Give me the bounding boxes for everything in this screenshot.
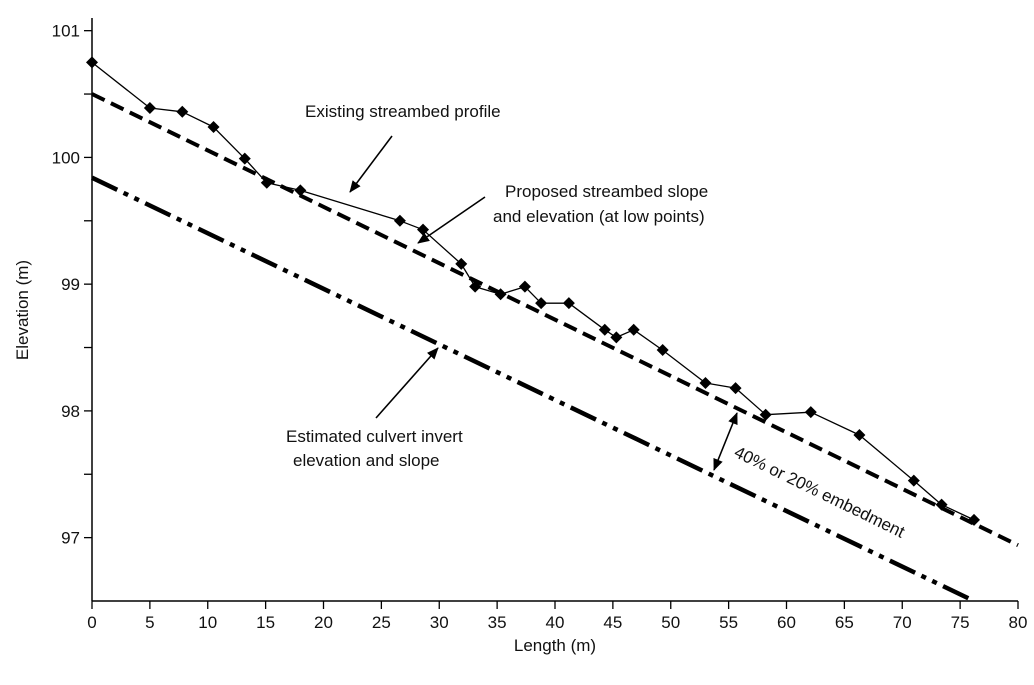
data-point-13	[535, 297, 548, 310]
y-tick-label-3: 100	[52, 148, 80, 167]
x-tick-label-11: 55	[719, 613, 738, 632]
data-point-11	[494, 288, 507, 301]
data-point-22	[804, 406, 817, 419]
culvert-invert-line	[91, 175, 975, 604]
x-tick-label-14: 70	[893, 613, 912, 632]
data-point-2	[176, 105, 189, 118]
data-point-20	[729, 382, 742, 395]
data-markers	[86, 56, 981, 526]
data-point-7	[393, 214, 406, 227]
annotation-proposed-slope-arrow	[417, 196, 486, 244]
x-tick-label-4: 20	[314, 613, 333, 632]
x-axis-title: Length (m)	[514, 636, 596, 655]
data-point-6	[294, 184, 307, 197]
data-point-19	[699, 377, 712, 390]
annotation-existing-profile-arrow	[349, 135, 393, 193]
data-point-21	[759, 408, 772, 421]
annotation-culvert-invert-line1: Estimated culvert invert	[286, 427, 463, 446]
annotation-culvert-invert-arrow	[375, 347, 439, 419]
data-point-16	[610, 331, 623, 344]
annotation-embedment-text-line: 40% or 20% embedment	[731, 443, 908, 542]
annotation-existing-profile-text: Existing streambed profile	[305, 102, 501, 121]
y-tick-label-2: 99	[61, 275, 80, 294]
x-tick-label-9: 45	[603, 613, 622, 632]
x-tick-label-1: 5	[145, 613, 154, 632]
y-tick-label-0: 97	[61, 529, 80, 548]
y-axis-title: Elevation (m)	[13, 260, 32, 360]
annotation-proposed-slope: Proposed streambed slope and elevation (…	[417, 182, 708, 244]
x-tick-label-13: 65	[835, 613, 854, 632]
data-point-12	[518, 280, 531, 293]
x-tick-label-15: 75	[951, 613, 970, 632]
x-tick-label-0: 0	[87, 613, 96, 632]
y-tick-label-4: 101	[52, 22, 80, 41]
x-tick-label-6: 30	[430, 613, 449, 632]
x-tick-label-8: 40	[546, 613, 565, 632]
data-point-25	[935, 498, 948, 511]
annotation-embedment-arrow	[713, 412, 738, 471]
x-ticks: 0 5 10 15 20 25 30 35 40 45 50 55 60 65 70 75 80	[87, 601, 1027, 632]
data-point-1	[143, 101, 156, 114]
data-point-5	[260, 176, 273, 189]
x-tick-label-10: 50	[661, 613, 680, 632]
data-point-9	[455, 257, 468, 270]
data-point-15	[598, 323, 611, 336]
data-point-10	[469, 280, 482, 293]
data-point-24	[907, 474, 920, 487]
annotation-culvert-invert: Estimated culvert invert elevation and s…	[286, 347, 463, 470]
annotation-proposed-slope-line1: Proposed streambed slope	[505, 182, 708, 201]
x-tick-label-2: 10	[198, 613, 217, 632]
annotation-embedment: 40% or 20% embedment	[713, 412, 908, 542]
proposed-slope-line	[91, 92, 1019, 547]
annotation-culvert-invert-line2: elevation and slope	[293, 451, 440, 470]
data-point-4	[238, 152, 251, 165]
existing-profile-line	[91, 61, 975, 521]
data-point-17	[627, 323, 640, 336]
data-point-3	[207, 120, 220, 133]
y-tick-label-1: 98	[61, 402, 80, 421]
x-tick-label-3: 15	[256, 613, 275, 632]
data-point-26	[968, 513, 981, 526]
x-tick-label-16: 80	[1009, 613, 1028, 632]
data-point-14	[562, 297, 575, 310]
annotation-embedment-text: 40% or 20% embedment	[731, 443, 908, 542]
data-point-23	[853, 428, 866, 441]
x-tick-label-12: 60	[777, 613, 796, 632]
data-point-18	[656, 344, 669, 357]
y-ticks: 97 98 99 100 101	[52, 22, 92, 548]
annotation-existing-profile: Existing streambed profile	[305, 102, 501, 193]
x-tick-label-5: 25	[372, 613, 391, 632]
annotation-proposed-slope-line2: and elevation (at low points)	[493, 207, 705, 226]
x-tick-label-7: 35	[488, 613, 507, 632]
